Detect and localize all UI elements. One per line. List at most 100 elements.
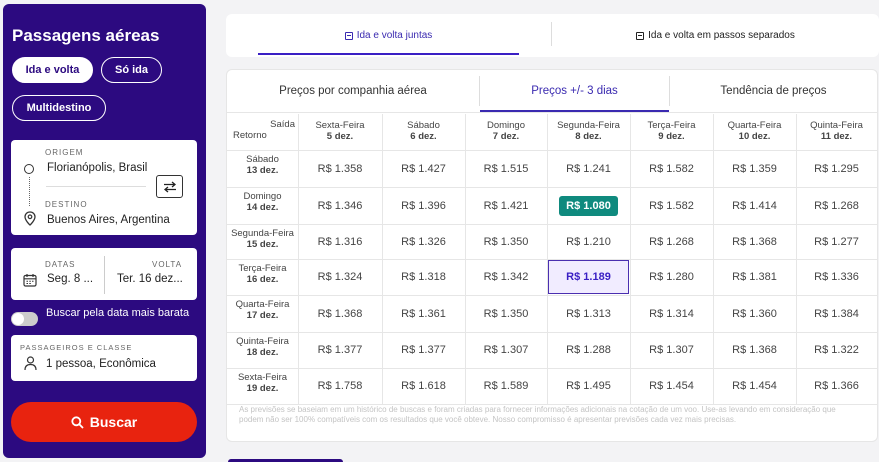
price-cell[interactable]: R$ 1.268 [630,224,713,259]
row-header: Terça-Feira 16 dez. [227,263,298,285]
person-icon [24,356,37,371]
price-cell[interactable]: R$ 1.515 [465,150,547,187]
cheapest-date-toggle[interactable] [11,312,38,326]
price-cell[interactable]: R$ 1.618 [382,368,465,404]
grid-line-horizontal [227,224,877,225]
price-cell[interactable]: R$ 1.346 [298,187,382,224]
column-header: Terça-Feira 9 dez. [630,120,713,142]
price-cell[interactable]: R$ 1.280 [630,259,713,295]
price-cell[interactable]: R$ 1.368 [298,295,382,332]
price-cell[interactable]: R$ 1.377 [382,332,465,368]
tab-price-trend[interactable]: Tendência de preços [720,85,827,97]
disclaimer-text: As previsões se baseiam em um histórico … [239,405,836,424]
price-value: R$ 1.080 [559,195,618,216]
price-cell[interactable]: R$ 1.495 [547,368,630,404]
toggle-knob [12,313,24,325]
trip-type-oneway[interactable]: Só ida [101,57,162,83]
price-cell[interactable]: R$ 1.268 [796,187,877,224]
price-cell[interactable]: R$ 1.582 [630,187,713,224]
trip-type-roundtrip[interactable]: Ida e volta [12,57,93,83]
price-cell[interactable]: R$ 1.396 [382,187,465,224]
trip-type-multicity[interactable]: Multidestino [12,95,106,121]
price-cell[interactable]: R$ 1.414 [713,187,796,224]
price-cell[interactable]: R$ 1.350 [465,295,547,332]
price-matrix-card: Preços por companhia aérea Preços +/- 3 … [226,69,878,442]
search-icon [71,415,84,429]
column-day: Sábado [407,120,440,131]
price-cell[interactable]: R$ 1.366 [796,368,877,404]
price-cell[interactable]: R$ 1.582 [630,150,713,187]
selected-price-cell[interactable]: R$ 1.189 [548,260,629,294]
column-date: 8 dez. [575,131,602,142]
price-value: R$ 1.326 [401,235,446,248]
return-label: VOLTA [152,260,183,269]
departure-date-field[interactable]: DATAS Seg. 8 ... [11,248,104,300]
price-cell[interactable]: R$ 1.295 [796,150,877,187]
price-cell[interactable]: R$ 1.358 [298,150,382,187]
price-cell[interactable]: R$ 1.322 [796,332,877,368]
tab-plus-minus-3-days[interactable]: Preços +/- 3 dias [480,70,669,112]
price-cell[interactable]: R$ 1.381 [713,259,796,295]
price-cell[interactable]: R$ 1.350 [465,224,547,259]
tabs-bottom-border [227,112,877,113]
price-value: R$ 1.277 [814,235,859,248]
price-cell[interactable]: R$ 1.384 [796,295,877,332]
row-day: Terça-Feira [238,263,287,274]
column-day: Terça-Feira [647,120,696,131]
price-value: R$ 1.366 [814,380,859,392]
price-value: R$ 1.241 [566,162,611,175]
price-cell[interactable]: R$ 1.454 [713,368,796,404]
price-cell[interactable]: R$ 1.288 [547,332,630,368]
price-cell[interactable]: R$ 1.360 [713,295,796,332]
tab-roundtrip-separate[interactable]: Ida e volta em passos separados [552,14,879,57]
price-cell[interactable]: R$ 1.368 [713,224,796,259]
search-button[interactable]: Buscar [11,402,197,442]
price-cell[interactable]: R$ 1.316 [298,224,382,259]
return-date-field[interactable]: VOLTA Ter. 16 dez... [105,248,197,300]
column-header: Sábado 6 dez. [382,120,465,142]
price-cell[interactable]: R$ 1.359 [713,150,796,187]
price-cell[interactable]: R$ 1.421 [465,187,547,224]
swap-button[interactable] [156,175,183,198]
origin-field[interactable]: ORIGEM Florianópolis, Brasil [11,140,197,185]
price-cell[interactable]: R$ 1.307 [465,332,547,368]
price-cell[interactable]: R$ 1.326 [382,224,465,259]
passengers-field[interactable]: PASSAGEIROS E CLASSE 1 pessoa, Econômica [11,335,197,381]
return-date-value: Ter. 16 dez... [117,273,183,285]
price-cell[interactable]: R$ 1.342 [465,259,547,295]
price-cell[interactable]: R$ 1.361 [382,295,465,332]
destination-field[interactable]: DESTINO Buenos Aires, Argentina [11,187,197,235]
location-pin-icon [24,211,36,226]
price-cell[interactable]: R$ 1.241 [547,150,630,187]
column-date: 10 dez. [738,131,771,142]
price-cell[interactable]: R$ 1.589 [465,368,547,404]
row-day: Segunda-Feira [231,228,294,239]
price-cell[interactable]: R$ 1.318 [382,259,465,295]
price-value: R$ 1.358 [317,162,363,175]
price-cell[interactable]: R$ 1.307 [630,332,713,368]
row-date: 18 dez. [246,347,279,358]
price-cell[interactable]: R$ 1.368 [713,332,796,368]
search-panel: Passagens aéreas Ida e volta Só ida Mult… [3,4,206,458]
price-cell[interactable]: R$ 1.277 [796,224,877,259]
price-value: R$ 1.288 [566,344,611,356]
price-value: R$ 1.396 [401,199,446,212]
panel-title: Passagens aéreas [12,26,160,45]
price-cell[interactable]: R$ 1.314 [630,295,713,332]
price-value: R$ 1.350 [483,307,529,320]
price-cell[interactable]: R$ 1.377 [298,332,382,368]
row-header: Segunda-Feira 15 dez. [227,228,298,250]
row-date: 16 dez. [246,274,279,285]
cheapest-price-cell[interactable]: R$ 1.080 [547,187,630,224]
tab-airline-prices[interactable]: Preços por companhia aérea [279,85,427,97]
price-cell[interactable]: R$ 1.427 [382,150,465,187]
price-cell[interactable]: R$ 1.313 [547,295,630,332]
tab-roundtrip-together[interactable]: Ida e volta juntas [226,14,551,57]
price-cell[interactable]: R$ 1.210 [547,224,630,259]
price-cell[interactable]: R$ 1.454 [630,368,713,404]
price-value: R$ 1.324 [317,271,363,283]
grid-line-horizontal [227,295,877,296]
price-cell[interactable]: R$ 1.758 [298,368,382,404]
price-cell[interactable]: R$ 1.336 [796,259,877,295]
price-cell[interactable]: R$ 1.324 [298,259,382,295]
